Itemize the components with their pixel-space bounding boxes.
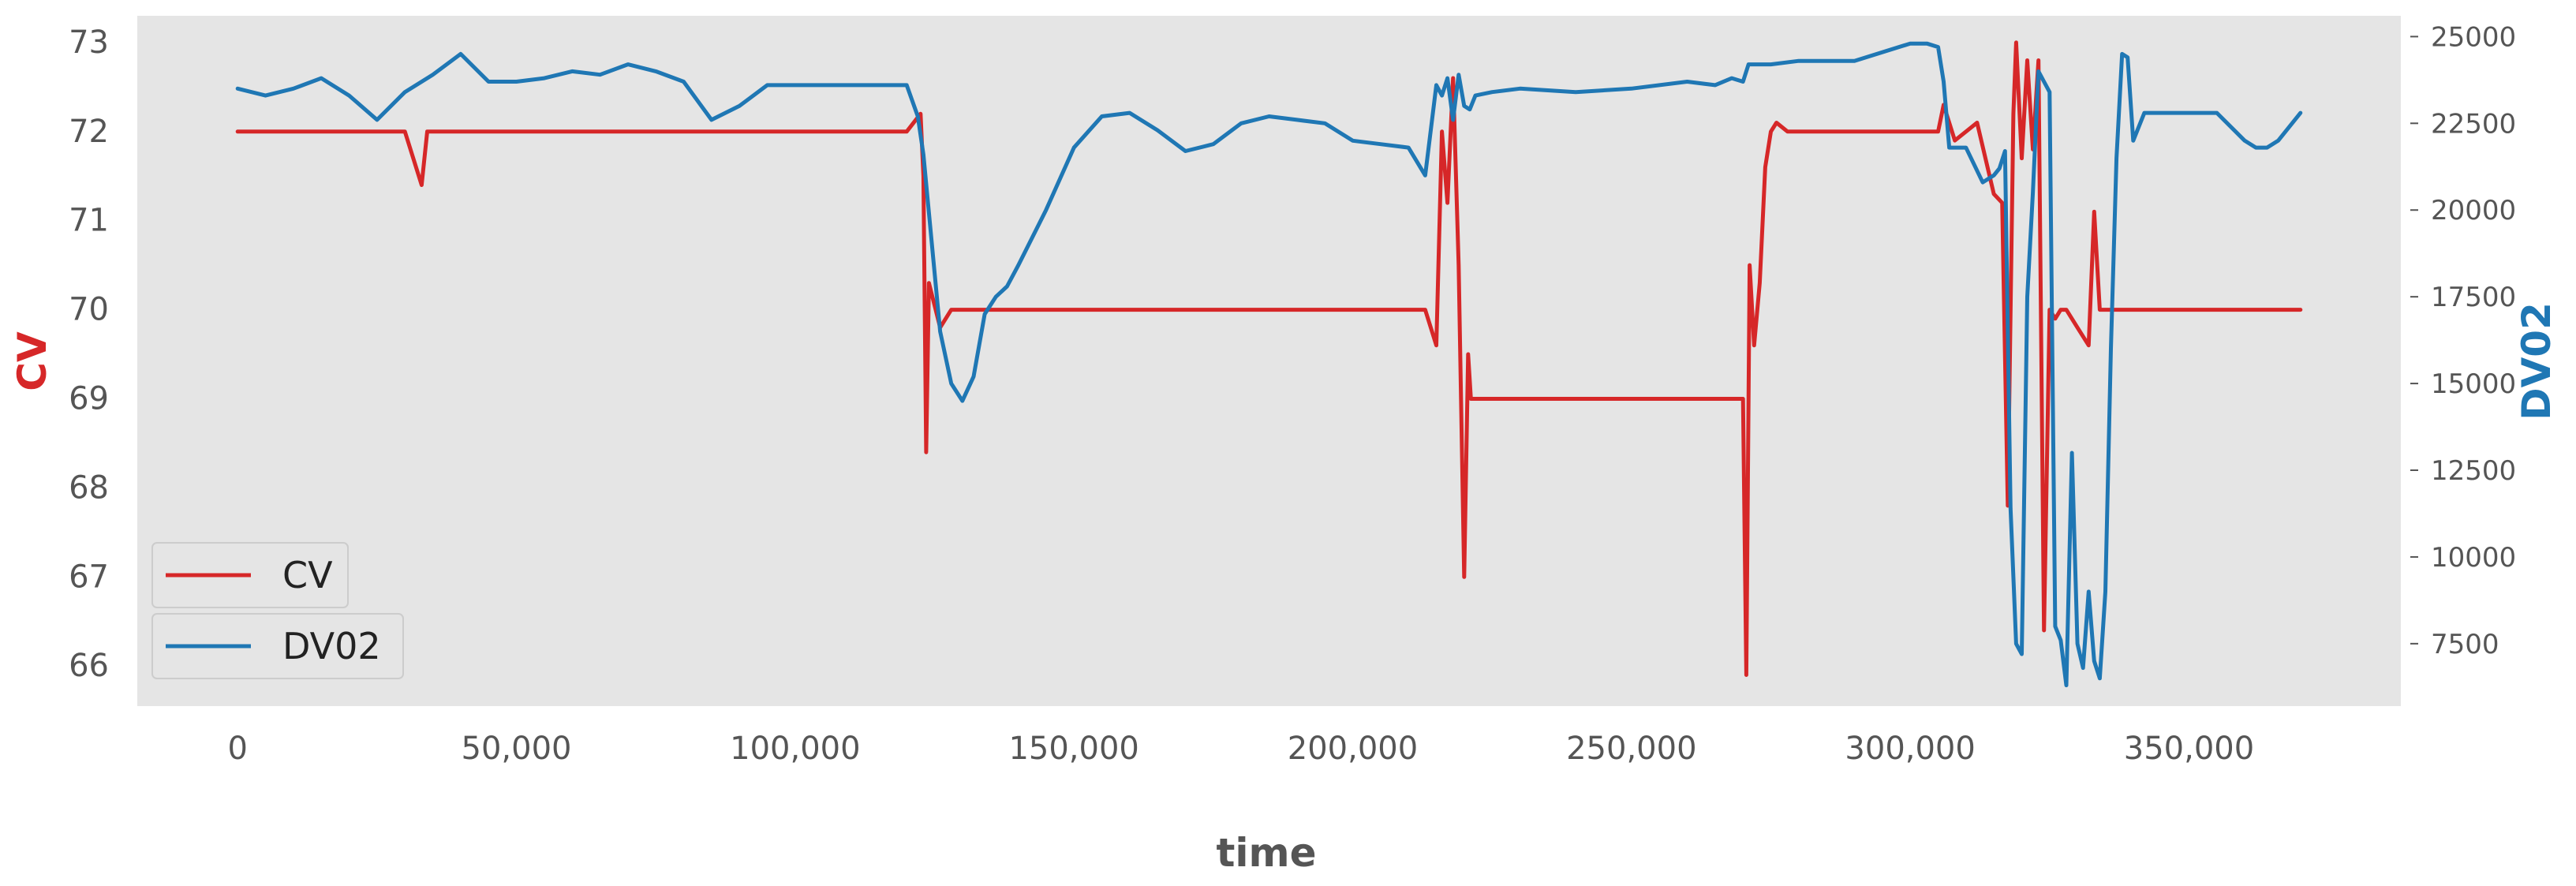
series-line-cv <box>235 40 2303 677</box>
y2-tick-label: 10000 <box>2431 542 2516 574</box>
y-tick-label: 73 <box>69 24 109 61</box>
x-tick-label: 250,000 <box>1566 731 1696 767</box>
y2-tick-label: 12500 <box>2431 455 2516 487</box>
y2-tick-label: 25000 <box>2431 21 2516 53</box>
y-tick-label: 72 <box>69 114 109 150</box>
y2-axis-ticks: 7500 10000 12500 15000 17500 20000 22500 25000 <box>2410 21 2516 660</box>
x-tick-label: 300,000 <box>1845 731 1975 767</box>
series-line-dv02 <box>235 41 2303 688</box>
y-axis-ticks: 66 67 68 69 70 71 72 73 <box>69 24 109 684</box>
y2-tick-label: 20000 <box>2431 195 2516 226</box>
y2-tick-label: 15000 <box>2431 368 2516 400</box>
x-axis-title: time <box>1216 830 1316 876</box>
x-axis-ticks: 0 50,000 100,000 150,000 200,000 250,000 300,0… <box>227 731 2254 767</box>
x-tick-label: 150,000 <box>1008 731 1138 767</box>
x-tick-label: 100,000 <box>730 731 860 767</box>
x-tick-label: 350,000 <box>2124 731 2254 767</box>
y-tick-label: 68 <box>69 469 109 506</box>
legend: CV DV02 <box>151 542 404 679</box>
x-tick-label: 200,000 <box>1288 731 1418 767</box>
legend-box-dv02 <box>151 613 404 679</box>
legend-label-cv: CV <box>282 554 333 596</box>
legend-label-dv02: DV02 <box>282 625 381 667</box>
y-tick-label: 71 <box>69 203 109 239</box>
plot-area-background <box>137 16 2401 706</box>
y-axis-title: CV <box>9 331 55 391</box>
y-tick-label: 67 <box>69 559 109 595</box>
series-lines <box>235 40 2303 688</box>
y-tick-label: 66 <box>69 648 109 684</box>
y2-tick-label: 22500 <box>2431 108 2516 140</box>
y2-tick-label: 17500 <box>2431 282 2516 313</box>
y-tick-label: 70 <box>69 292 109 328</box>
x-tick-label: 50,000 <box>462 731 572 767</box>
x-tick-label: 0 <box>227 731 247 767</box>
y2-axis-title: DV02 <box>2514 302 2559 421</box>
y-tick-label: 69 <box>69 380 109 417</box>
y2-tick-label: 7500 <box>2431 629 2499 660</box>
